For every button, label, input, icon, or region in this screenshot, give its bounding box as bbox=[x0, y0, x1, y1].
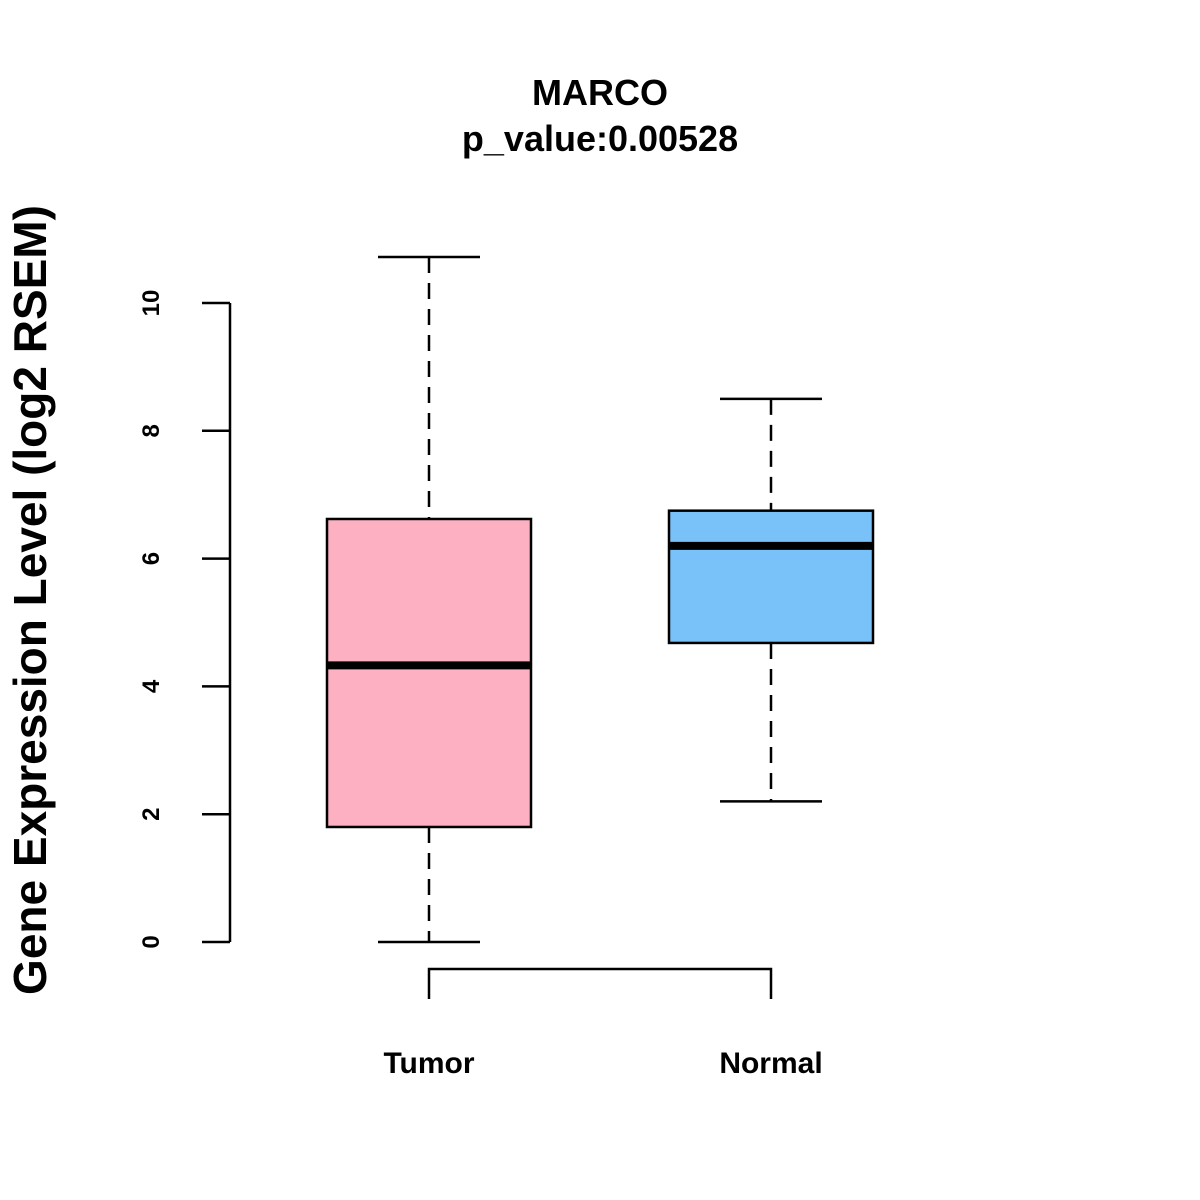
comparison-bracket-line bbox=[427, 967, 773, 999]
comparison-bracket bbox=[427, 967, 773, 999]
y-axis: 0 2 4 6 8 10 bbox=[138, 290, 232, 949]
y-tick-label-10: 10 bbox=[138, 290, 165, 317]
y-axis-label: Gene Expression Level (log2 RSEM) bbox=[4, 205, 56, 995]
chart-subtitle: p_value:0.00528 bbox=[462, 118, 738, 159]
y-tick-label-4: 4 bbox=[138, 679, 165, 693]
y-tick-label-2: 2 bbox=[138, 808, 165, 821]
boxes bbox=[325, 255, 875, 944]
y-tick-label-6: 6 bbox=[138, 552, 165, 565]
box-normal bbox=[667, 397, 875, 803]
category-labels: Tumor Normal bbox=[383, 1047, 822, 1080]
tumor-iqr-box bbox=[325, 517, 533, 829]
category-label-normal: Normal bbox=[719, 1047, 822, 1080]
box-tumor bbox=[325, 255, 533, 944]
y-tick-label-0: 0 bbox=[138, 935, 165, 948]
normal-iqr-box bbox=[667, 509, 875, 645]
chart-title: MARCO bbox=[532, 72, 668, 113]
category-label-tumor: Tumor bbox=[383, 1047, 474, 1080]
y-tick-label-8: 8 bbox=[138, 424, 165, 437]
